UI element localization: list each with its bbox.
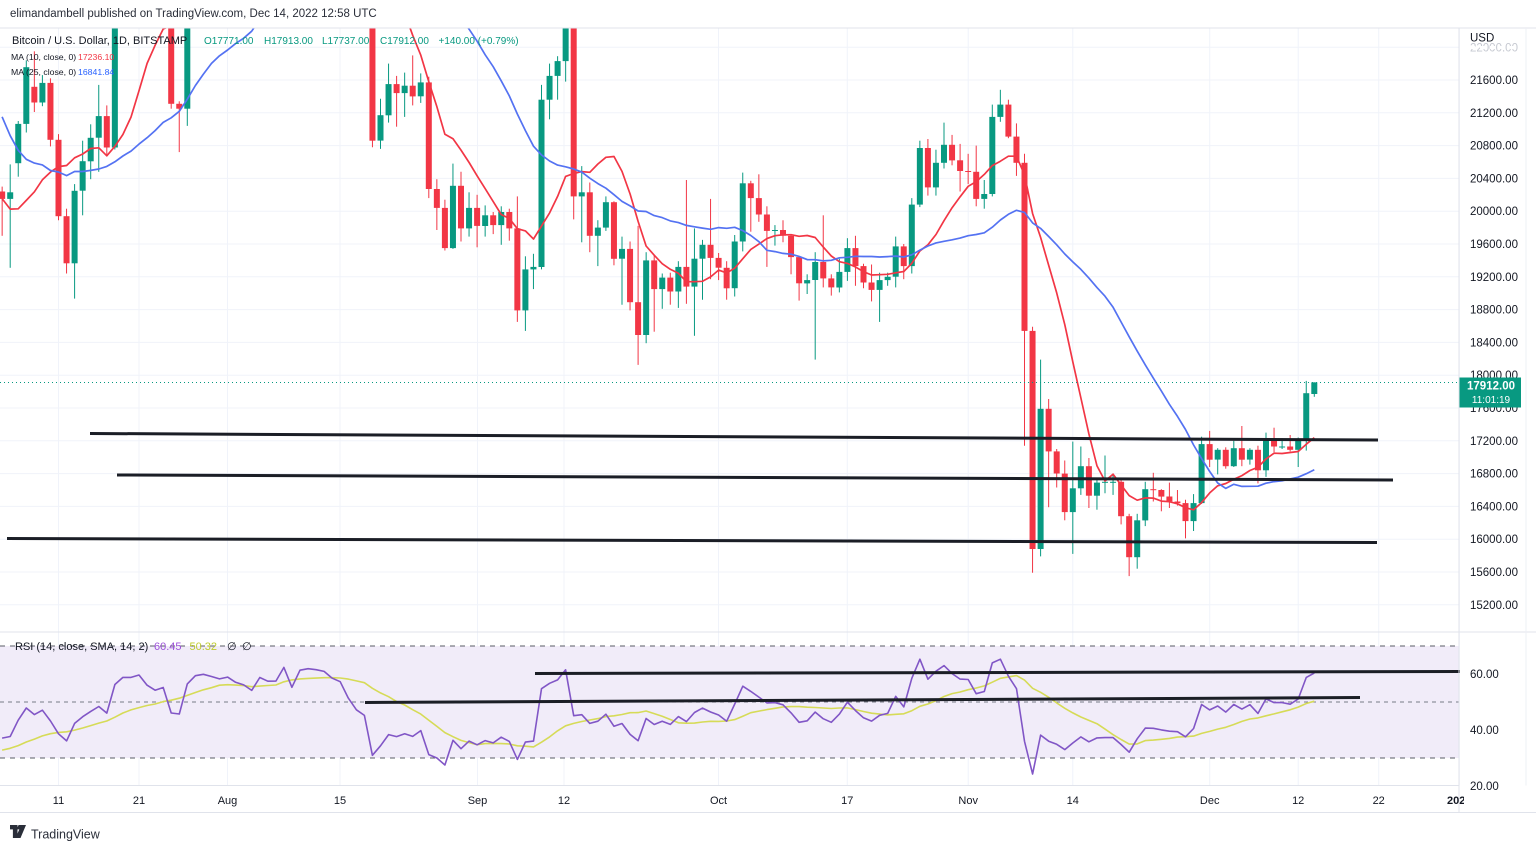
svg-text:12: 12 [558,795,570,807]
svg-text:O17771.00: O17771.00 [204,36,254,47]
svg-text:21200.00: 21200.00 [1470,108,1518,120]
svg-text:22: 22 [1373,795,1385,807]
svg-text:+140.00 (+0.79%): +140.00 (+0.79%) [439,36,519,47]
svg-text:Bitcoin / U.S. Dollar, 1D, BIT: Bitcoin / U.S. Dollar, 1D, BITSTAMP [12,35,187,47]
svg-text:Sep: Sep [468,795,488,807]
svg-text:L17737.00: L17737.00 [322,36,370,47]
svg-text:12: 12 [1292,795,1304,807]
svg-text:17: 17 [841,795,853,807]
svg-text:50.32: 50.32 [190,641,218,653]
svg-text:60.45: 60.45 [154,641,182,653]
svg-text:2023: 2023 [1447,795,1471,807]
svg-text:Oct: Oct [710,795,727,807]
svg-text:elimandambell published on Tra: elimandambell published on TradingView.c… [10,8,377,20]
svg-text:17912.00: 17912.00 [1467,381,1515,393]
svg-text:MA (25, close, 0): MA (25, close, 0) [11,67,76,77]
svg-text:17200.00: 17200.00 [1470,436,1518,448]
svg-text:Dec: Dec [1200,795,1220,807]
svg-text:16400.00: 16400.00 [1470,501,1518,513]
svg-text:∅: ∅ [227,641,237,653]
svg-text:16841.84: 16841.84 [78,67,114,77]
svg-text:60.00: 60.00 [1470,669,1499,681]
svg-text:17236.10: 17236.10 [78,52,114,62]
svg-text:18400.00: 18400.00 [1470,337,1518,349]
svg-text:16000.00: 16000.00 [1470,534,1518,546]
svg-text:40.00: 40.00 [1470,725,1499,737]
svg-text:15600.00: 15600.00 [1470,567,1518,579]
svg-text:20.00: 20.00 [1470,781,1499,793]
svg-text:Nov: Nov [958,795,978,807]
svg-text:11:01:19: 11:01:19 [1472,395,1511,406]
svg-text:C17912.00: C17912.00 [380,36,429,47]
svg-text:USD: USD [1470,33,1494,45]
svg-text:H17913.00: H17913.00 [264,36,313,47]
svg-text:19600.00: 19600.00 [1470,239,1518,251]
svg-text:14: 14 [1067,795,1079,807]
svg-text:TradingView: TradingView [31,828,101,842]
svg-text:21600.00: 21600.00 [1470,75,1518,87]
svg-text:20800.00: 20800.00 [1470,141,1518,153]
svg-text:11: 11 [53,795,64,807]
svg-text:16800.00: 16800.00 [1470,469,1518,481]
svg-text:15: 15 [334,795,346,807]
svg-text:21: 21 [133,795,145,807]
svg-text:∅: ∅ [242,641,252,653]
svg-text:20400.00: 20400.00 [1470,173,1518,185]
svg-text:MA (10, close, 0): MA (10, close, 0) [11,52,76,62]
svg-text:Aug: Aug [218,795,238,807]
svg-text:20000.00: 20000.00 [1470,206,1518,218]
svg-text:18800.00: 18800.00 [1470,305,1518,317]
svg-text:15200.00: 15200.00 [1470,600,1518,612]
svg-text:19200.00: 19200.00 [1470,272,1518,284]
svg-text:RSI (14, close, SMA, 14, 2): RSI (14, close, SMA, 14, 2) [15,641,148,653]
